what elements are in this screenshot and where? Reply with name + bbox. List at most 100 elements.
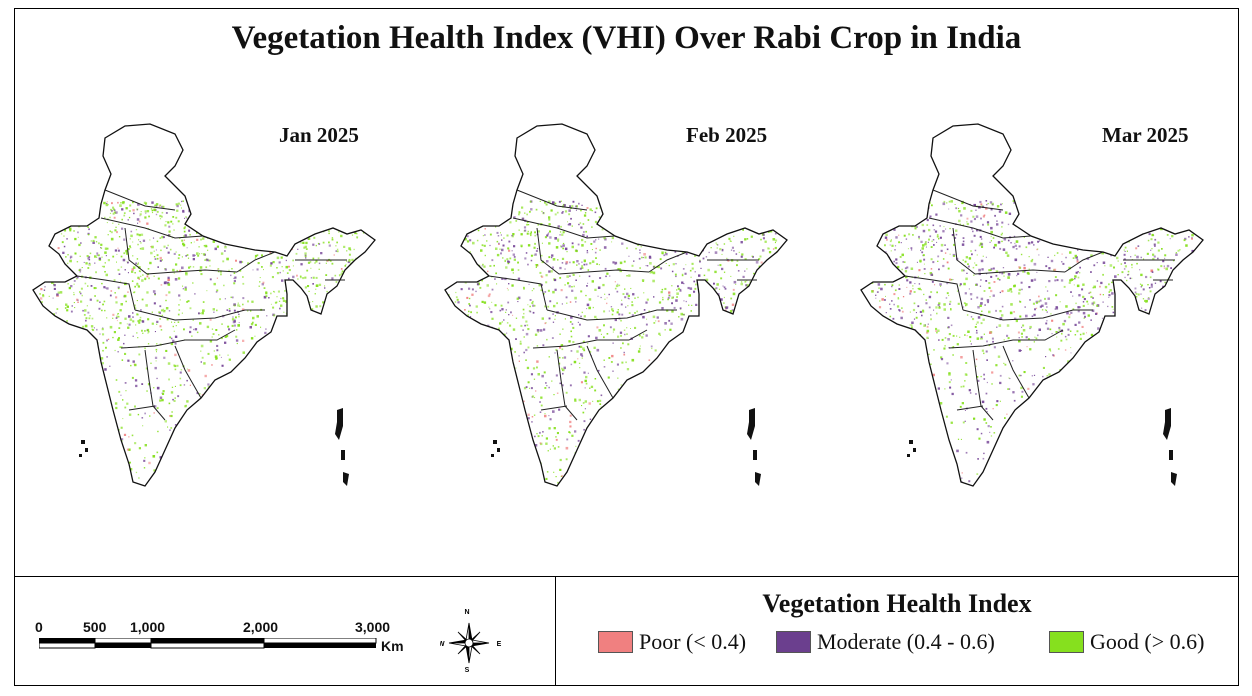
vhi-pixel bbox=[484, 228, 486, 230]
vhi-pixel bbox=[617, 309, 619, 311]
vhi-pixel bbox=[673, 394, 676, 397]
vhi-pixel bbox=[685, 468, 687, 471]
vhi-pixel bbox=[758, 206, 761, 209]
vhi-pixel bbox=[665, 217, 667, 219]
vhi-pixel bbox=[186, 247, 188, 249]
vhi-pixel bbox=[980, 432, 983, 435]
vhi-pixel bbox=[139, 215, 141, 217]
vhi-pixel bbox=[65, 276, 68, 279]
vhi-pixel bbox=[306, 308, 309, 312]
vhi-pixel bbox=[449, 271, 452, 275]
vhi-pixel bbox=[596, 447, 599, 450]
vhi-pixel bbox=[72, 351, 75, 355]
vhi-pixel bbox=[112, 255, 115, 258]
vhi-pixel bbox=[1085, 422, 1087, 424]
vhi-pixel bbox=[553, 394, 555, 396]
vhi-pixel bbox=[318, 417, 320, 419]
vhi-pixel bbox=[626, 461, 629, 463]
vhi-pixel bbox=[142, 239, 146, 242]
vhi-pixel bbox=[667, 235, 670, 238]
vhi-pixel bbox=[116, 231, 118, 234]
vhi-pixel bbox=[98, 469, 101, 472]
vhi-pixel bbox=[634, 326, 637, 329]
vhi-pixel bbox=[459, 234, 462, 237]
vhi-pixel bbox=[164, 309, 166, 311]
vhi-pixel bbox=[189, 330, 192, 334]
vhi-pixel bbox=[690, 310, 692, 312]
vhi-pixel bbox=[216, 349, 219, 352]
vhi-pixel bbox=[608, 445, 610, 448]
vhi-pixel bbox=[323, 452, 326, 455]
vhi-pixel bbox=[274, 236, 278, 239]
vhi-pixel bbox=[678, 204, 680, 207]
vhi-pixel bbox=[283, 209, 286, 212]
vhi-pixel bbox=[771, 393, 774, 396]
vhi-pixel bbox=[982, 215, 985, 218]
vhi-pixel bbox=[603, 223, 605, 226]
vhi-pixel bbox=[537, 435, 540, 438]
vhi-pixel bbox=[205, 245, 208, 248]
vhi-pixel bbox=[169, 248, 172, 251]
vhi-pixel bbox=[1021, 210, 1023, 212]
vhi-pixel bbox=[87, 216, 90, 219]
vhi-pixel bbox=[506, 345, 508, 347]
vhi-pixel bbox=[516, 461, 518, 463]
vhi-pixel bbox=[159, 396, 163, 399]
vhi-pixel bbox=[274, 328, 276, 330]
vhi-pixel bbox=[615, 405, 618, 408]
vhi-pixel bbox=[515, 338, 517, 340]
vhi-pixel bbox=[675, 441, 677, 443]
vhi-pixel bbox=[575, 301, 577, 303]
vhi-pixel bbox=[577, 439, 580, 442]
vhi-pixel bbox=[628, 312, 631, 314]
vhi-pixel bbox=[63, 210, 66, 213]
vhi-pixel bbox=[311, 434, 314, 437]
vhi-pixel bbox=[559, 231, 562, 233]
island bbox=[747, 408, 755, 440]
vhi-pixel bbox=[62, 225, 65, 228]
vhi-pixel bbox=[539, 411, 542, 413]
vhi-pixel bbox=[627, 453, 630, 456]
vhi-pixel bbox=[321, 200, 325, 204]
india-map-jan bbox=[25, 110, 425, 510]
vhi-pixel bbox=[660, 267, 663, 270]
vhi-pixel bbox=[328, 221, 330, 223]
vhi-pixel bbox=[1060, 339, 1063, 342]
vhi-pixel bbox=[580, 477, 582, 479]
vhi-pixel bbox=[518, 213, 520, 216]
vhi-pixel bbox=[48, 410, 50, 412]
vhi-pixel bbox=[504, 405, 507, 408]
vhi-pixel bbox=[221, 364, 224, 367]
vhi-pixel bbox=[1025, 314, 1028, 318]
vhi-pixel bbox=[274, 301, 277, 304]
vhi-pixel bbox=[1082, 295, 1085, 298]
vhi-pixel bbox=[865, 369, 867, 371]
vhi-pixel bbox=[473, 221, 475, 223]
vhi-pixel bbox=[306, 269, 309, 272]
vhi-pixel bbox=[723, 302, 725, 304]
vhi-pixel bbox=[479, 286, 482, 289]
vhi-pixel bbox=[254, 378, 257, 381]
vhi-pixel bbox=[452, 315, 455, 318]
vhi-pixel bbox=[522, 316, 525, 319]
vhi-pixel bbox=[510, 347, 513, 351]
vhi-pixel bbox=[84, 309, 87, 312]
vhi-pixel bbox=[504, 213, 508, 216]
vhi-pixel bbox=[530, 208, 533, 211]
vhi-pixel bbox=[168, 402, 171, 405]
vhi-pixel bbox=[705, 369, 707, 371]
vhi-pixel bbox=[313, 485, 316, 486]
vhi-pixel bbox=[293, 207, 297, 210]
vhi-pixel bbox=[758, 424, 762, 427]
vhi-pixel bbox=[200, 350, 202, 352]
vhi-pixel bbox=[180, 446, 184, 450]
vhi-pixel bbox=[351, 336, 353, 339]
vhi-pixel bbox=[235, 339, 239, 342]
vhi-pixel bbox=[561, 233, 564, 236]
vhi-pixel bbox=[878, 306, 882, 309]
vhi-pixel bbox=[553, 447, 556, 450]
vhi-pixel bbox=[1067, 328, 1070, 331]
vhi-pixel bbox=[364, 424, 366, 426]
vhi-pixel bbox=[694, 490, 695, 491]
vhi-pixel bbox=[1145, 222, 1148, 226]
